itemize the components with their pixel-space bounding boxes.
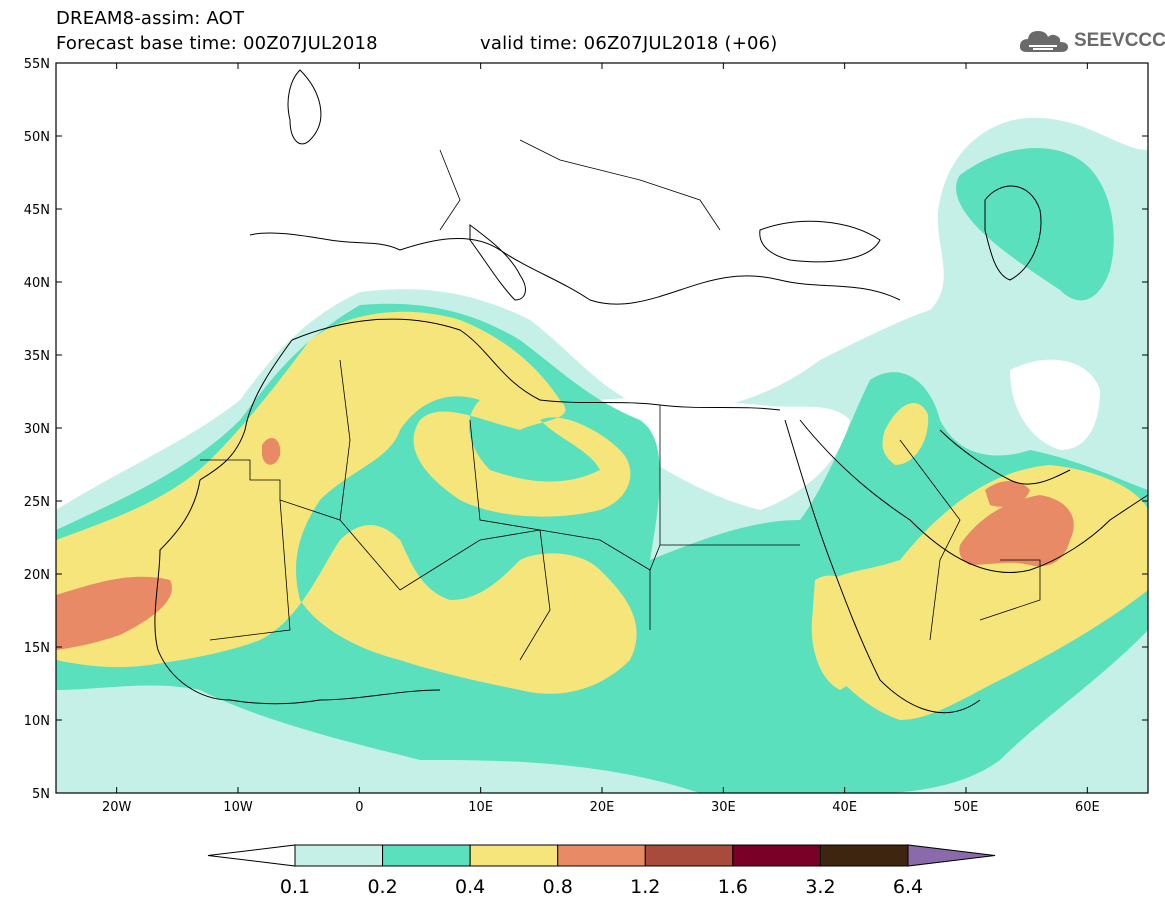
logo-text: SEEVCCC (1074, 30, 1165, 51)
forecast-base-time: Forecast base time: 00Z07JUL2018 (56, 33, 378, 54)
coast-europe (249, 232, 901, 305)
lon-label: 0 (355, 800, 363, 815)
lon-label: 10E (468, 800, 493, 815)
colorbar-label: 6.4 (893, 876, 923, 898)
lat-label: 30N (24, 422, 50, 437)
aot-band-0.8-mauritania (262, 437, 281, 465)
lat-label: 25N (24, 495, 50, 510)
lon-label: 20E (590, 800, 615, 815)
colorbar-swatch (294, 844, 384, 867)
lat-label: 40N (24, 276, 50, 291)
lat-label: 15N (24, 641, 50, 656)
aot-band-0.4-iraq (882, 403, 929, 465)
coast-north-africa (291, 318, 781, 411)
lat-label: 35N (24, 349, 50, 364)
aot-band-0.4-nile (811, 575, 871, 690)
colorbar-label: 1.2 (630, 876, 660, 898)
colorbar-label: 0.2 (367, 876, 397, 898)
lat-label: 45N (24, 203, 50, 218)
valid-time: valid time: 06Z07JUL2018 (+06) (480, 33, 778, 54)
colorbar-swatch (644, 844, 734, 867)
aot-gap-iran (1010, 359, 1100, 450)
country-borders (200, 139, 1041, 661)
coast-black-sea (759, 220, 881, 263)
lon-label: 30E (711, 800, 736, 815)
colorbar-label: 3.2 (805, 876, 835, 898)
lon-axis: 20W 10W 0 10E 20E 30E 40E 50E 60E (102, 63, 1100, 815)
coast-persian-gulf (939, 429, 1071, 485)
lat-label: 10N (24, 714, 50, 729)
lon-label: 10W (223, 800, 253, 815)
seevccc-logo: SEEVCCC (1017, 24, 1165, 58)
coast-caspian (984, 185, 1042, 281)
colorbar-swatch (382, 844, 471, 867)
coast-west-africa (154, 339, 441, 705)
lat-label: 20N (24, 568, 50, 583)
lon-label: 40E (832, 800, 857, 815)
lat-label: 50N (24, 130, 50, 145)
colorbar-swatch (819, 844, 909, 867)
aot-band-0.8-arabia (959, 495, 1074, 567)
aot-band-0.2-caspian (956, 148, 1114, 301)
lon-label: 50E (954, 800, 979, 815)
colorbar-label: 1.6 (718, 876, 748, 898)
colorbar-swatch (469, 844, 559, 867)
lat-axis: 55N 50N 45N 40N 35N 30N 25N 20N 15N 10N 5N (24, 57, 1148, 802)
cloud-icon (1019, 31, 1068, 52)
coast-uk (287, 69, 322, 145)
colorbar-label: 0.1 (280, 876, 310, 898)
aot-gap-egypt (600, 397, 850, 510)
colorbar-arrow-low (207, 844, 296, 867)
aot-band-0.4 (56, 311, 637, 694)
colorbar-swatch (557, 844, 646, 867)
aot-band-0.8-senegal (56, 576, 172, 650)
colorbar-swatch (732, 844, 821, 867)
lat-label: 55N (24, 57, 50, 72)
coast-italy (469, 223, 526, 301)
coast-arabia (799, 419, 1149, 574)
aot-band-0.8-hormuz (985, 481, 1030, 507)
lon-label: 60E (1075, 800, 1100, 815)
lat-label: 5N (32, 787, 50, 802)
colorbar-arrow-high (907, 844, 996, 867)
coast-red-sea (784, 419, 981, 714)
colorbar-label: 0.8 (543, 876, 573, 898)
colorbar-label: 0.4 (455, 876, 485, 898)
lon-label: 20W (102, 800, 132, 815)
map-title: DREAM8-assim: AOT (56, 8, 245, 29)
coastlines (154, 69, 1149, 714)
